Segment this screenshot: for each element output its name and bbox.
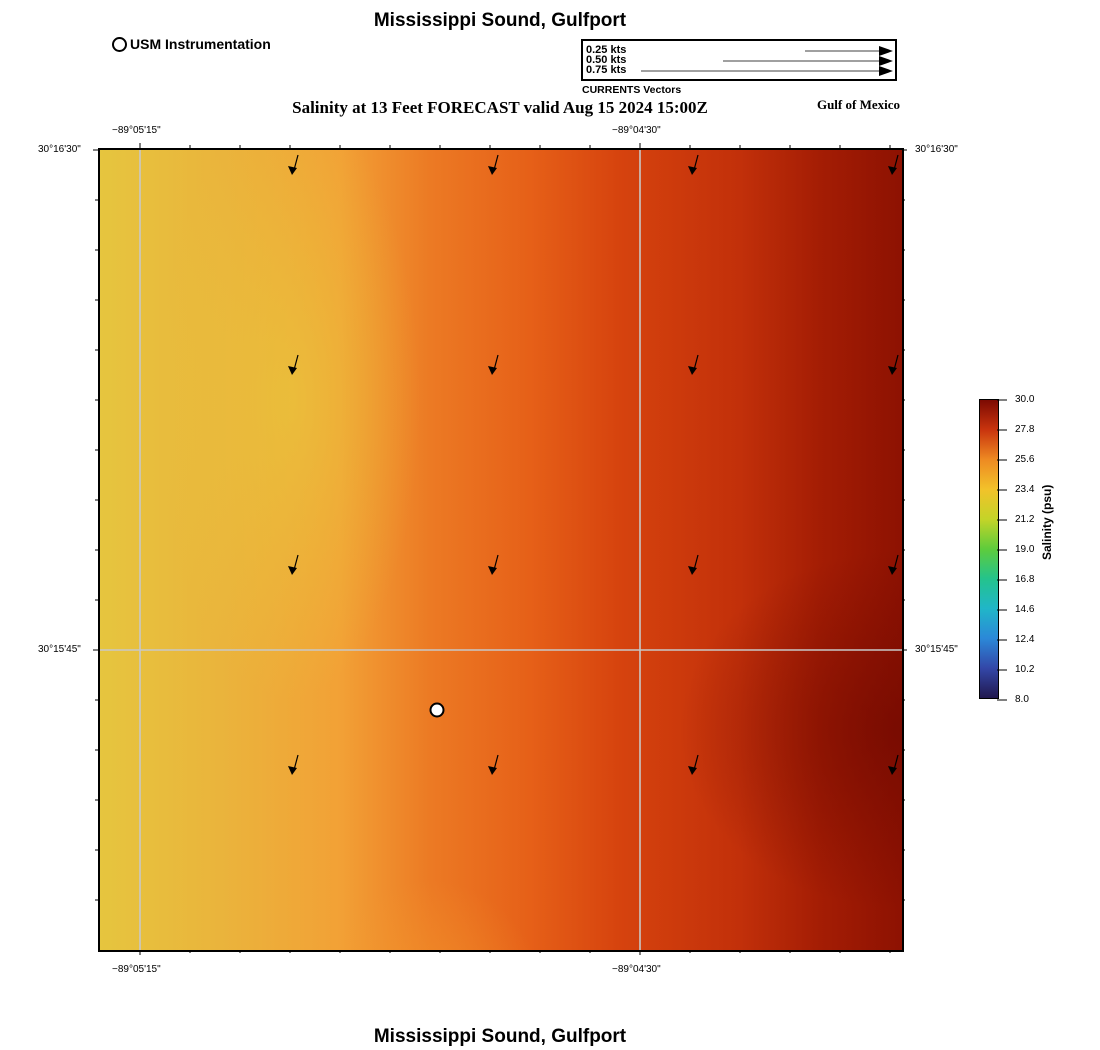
vector-legend-arrow-2 — [723, 56, 893, 66]
current-vector-arrow — [888, 554, 899, 575]
usm-station-marker[interactable] — [429, 702, 445, 718]
current-vector-arrow — [888, 354, 899, 375]
colorbar-tick-8: 14.6 — [1015, 604, 1035, 615]
vector-legend-arrows — [641, 46, 893, 76]
vector-legend-arrow-1 — [805, 46, 893, 56]
current-vector-arrow — [488, 354, 499, 375]
colorbar-tick-1: 30.0 — [1015, 394, 1035, 405]
region-label: Gulf of Mexico — [816, 97, 900, 112]
current-vector-arrow — [488, 754, 499, 775]
colorbar-tick-2: 27.8 — [1015, 424, 1035, 435]
colorbar-tick-6: 19.0 — [1015, 544, 1035, 555]
current-vector-arrow — [688, 354, 699, 375]
lon-label-top-2: −89°04'30" — [612, 125, 661, 136]
current-vector-arrow — [288, 354, 299, 375]
salinity-colorbar — [979, 399, 999, 699]
lon-label-top-1: −89°05'15" — [112, 125, 161, 136]
current-vector-arrow — [288, 154, 299, 175]
lon-label-bottom-1: −89°05'15" — [112, 964, 161, 975]
lat-label-right-2: 30°15'45" — [915, 644, 958, 655]
salinity-map[interactable] — [98, 148, 904, 952]
current-vector-arrow — [488, 554, 499, 575]
lon-label-bottom-2: −89°04'30" — [612, 964, 661, 975]
colorbar-tick-5: 21.2 — [1015, 514, 1035, 525]
current-vectors — [288, 154, 899, 775]
map-bottom-title: Mississippi Sound, Gulfport — [373, 1026, 627, 1047]
current-vector-arrow — [688, 154, 699, 175]
lat-label-left-1: 30°16'30" — [38, 144, 81, 155]
current-vector-arrow — [888, 754, 899, 775]
colorbar-tick-7: 16.8 — [1015, 574, 1035, 585]
vector-legend-caption: CURRENTS Vectors — [582, 84, 682, 96]
colorbar-tick-4: 23.4 — [1015, 484, 1035, 495]
current-vector-arrow — [688, 554, 699, 575]
current-vector-arrow — [688, 754, 699, 775]
map-overlay — [100, 150, 902, 950]
vector-legend: 0.25 kts 0.50 kts 0.75 kts — [581, 39, 897, 81]
colorbar-ticks — [997, 399, 1007, 701]
map-subtitle: Salinity at 13 Feet FORECAST valid Aug 1… — [292, 98, 708, 117]
vector-legend-label-1: 0.25 kts — [586, 44, 627, 56]
station-legend-label: USM Instrumentation — [130, 36, 271, 52]
station-marker-icon — [112, 36, 127, 52]
vector-legend-arrow-3 — [641, 66, 893, 76]
current-vector-arrow — [288, 554, 299, 575]
colorbar-label-text: Salinity (psu) — [1040, 484, 1054, 560]
colorbar-tick-9: 12.4 — [1015, 634, 1035, 645]
map-title: Mississippi Sound, Gulfport — [373, 10, 627, 31]
current-vector-arrow — [288, 754, 299, 775]
colorbar-tick-11: 8.0 — [1015, 694, 1029, 705]
lat-label-left-2: 30°15'45" — [38, 644, 81, 655]
current-vector-arrow — [488, 154, 499, 175]
colorbar-tick-3: 25.6 — [1015, 454, 1035, 465]
vector-legend-label-2: 0.50 kts — [586, 54, 627, 66]
lat-label-right-1: 30°16'30" — [915, 144, 958, 155]
station-legend: USM Instrumentation — [112, 36, 271, 52]
current-vector-arrow — [888, 154, 899, 175]
colorbar-tick-10: 10.2 — [1015, 664, 1035, 675]
vector-legend-label-3: 0.75 kts — [586, 64, 627, 76]
